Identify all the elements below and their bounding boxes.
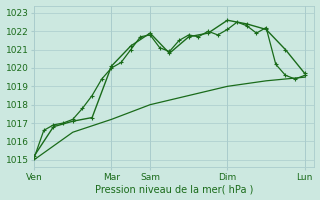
- X-axis label: Pression niveau de la mer( hPa ): Pression niveau de la mer( hPa ): [95, 184, 253, 194]
